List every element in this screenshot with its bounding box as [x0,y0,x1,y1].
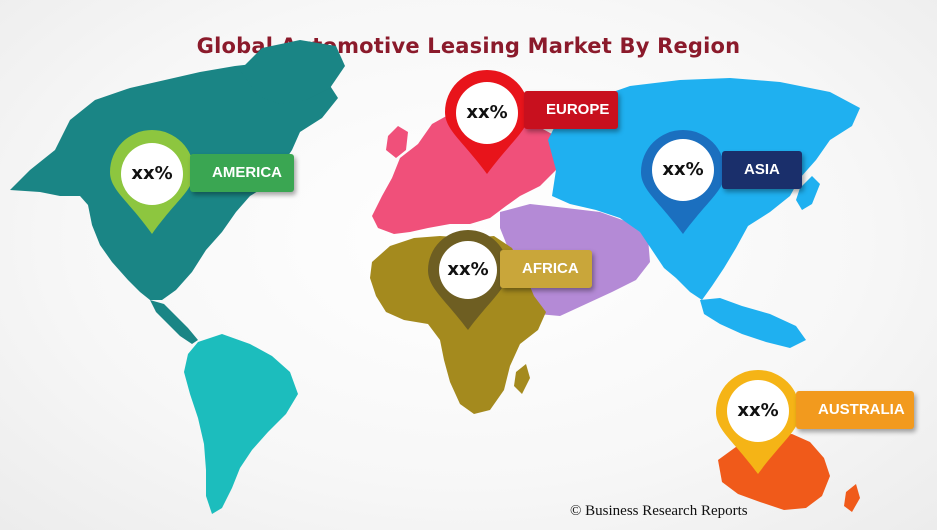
europe-value: xx% [466,102,508,123]
australia-pin-icon [716,370,800,474]
region-south-america [184,334,298,514]
africa-pin-icon [428,230,508,330]
region-madagascar [514,364,530,394]
copyright-text: © Business Research Reports [570,503,748,519]
america-value: xx% [131,163,173,184]
europe-pin-icon [445,70,529,174]
region-new-zealand [844,484,860,512]
region-uk-islands [386,126,408,158]
region-southeast-asia [700,298,806,348]
africa-label: AFRICA [500,250,592,288]
asia-value: xx% [662,159,704,180]
region-japan [796,176,820,210]
region-central-america [150,300,198,344]
europe-label: EUROPE [524,91,618,129]
america-pin-icon [110,130,194,234]
america-label: AMERICA [190,154,294,192]
africa-value: xx% [447,259,489,280]
region-greenland [240,40,345,104]
australia-value: xx% [737,400,779,421]
region-europe-landmass [372,112,560,234]
asia-label: ASIA [722,151,802,189]
asia-pin-icon [641,130,725,234]
australia-label: AUSTRALIA [796,391,914,429]
